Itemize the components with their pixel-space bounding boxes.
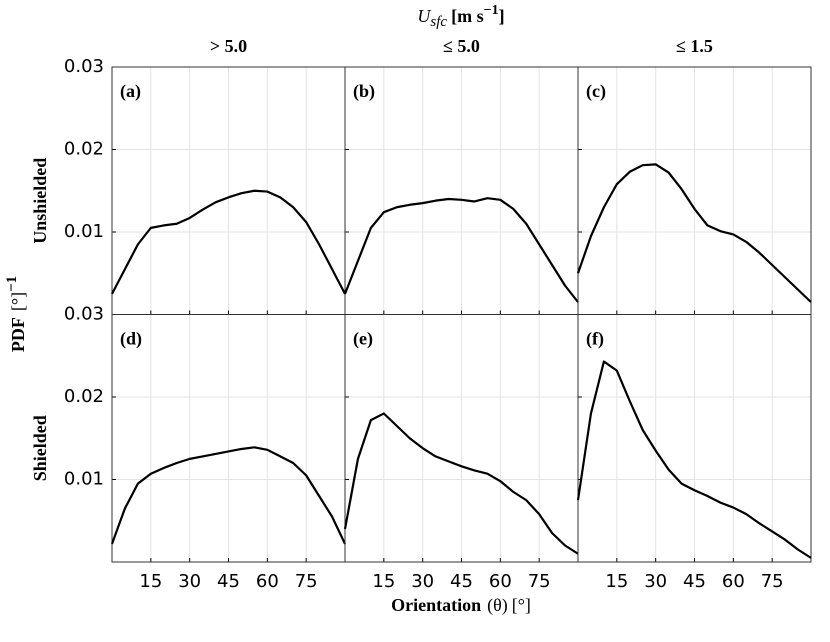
column-title: > 5.0 [210, 36, 247, 56]
x-tick-label: 45 [217, 571, 240, 592]
ylabel-exponent: −1 [4, 276, 20, 292]
close: ] [499, 6, 505, 26]
super-title: Usfc [m s−1] [417, 3, 504, 30]
x-tick-label: 15 [372, 571, 395, 592]
xlabel-name: Orientation [391, 595, 481, 615]
column-title: ≤ 1.5 [676, 36, 713, 56]
panel-frame [577, 314, 812, 563]
y-tick-label: 0.02 [64, 386, 104, 407]
panel-label: (a) [120, 81, 141, 102]
y-tick-label: 0.03 [64, 56, 104, 77]
exponent: −1 [484, 3, 499, 18]
unit: [m s [451, 6, 484, 26]
symbol: U [417, 6, 431, 26]
column-title: ≤ 5.0 [443, 36, 480, 56]
panel-label: (c) [586, 81, 606, 102]
x-tick-label: 45 [683, 571, 706, 592]
xlabel-symbol: (θ) [487, 595, 508, 616]
x-tick-label: 30 [644, 571, 667, 592]
y-axis-label: PDF [°]−1 [4, 276, 28, 352]
y-tick-label: 0.03 [64, 304, 104, 325]
pdf-curve [576, 360, 812, 559]
y-tick-label: 0.01 [64, 469, 104, 490]
ylabel-unit: [°] [8, 292, 28, 311]
x-tick-label: 60 [489, 571, 512, 592]
subscript: sfc [430, 14, 447, 30]
x-tick-label: 45 [450, 571, 473, 592]
pdf-curve [576, 163, 812, 303]
x-tick-label: 15 [139, 571, 162, 592]
panel-label: (e) [353, 329, 373, 350]
panel-label: (d) [120, 329, 142, 350]
x-tick-label: 75 [295, 571, 318, 592]
pdf-curve [343, 197, 579, 303]
panel-label: (f) [586, 329, 604, 350]
x-tick-label: 75 [528, 571, 551, 592]
row-label: Unshielded [30, 158, 50, 244]
x-tick-label: 30 [178, 571, 201, 592]
x-tick-label: 60 [722, 571, 745, 592]
xlabel-unit: [°] [512, 595, 531, 615]
ylabel-name: PDF [8, 317, 28, 352]
panel-label: (b) [353, 81, 375, 102]
x-axis-label: Orientation (θ) [°] [391, 595, 531, 616]
pdf-curve [110, 446, 346, 545]
pdf-curve [343, 412, 579, 555]
row-label: Shielded [30, 415, 50, 481]
x-tick-label: 30 [411, 571, 434, 592]
y-tick-label: 0.02 [64, 139, 104, 160]
x-tick-label: 60 [256, 571, 279, 592]
y-tick-label: 0.01 [64, 221, 104, 242]
x-tick-label: 75 [761, 571, 784, 592]
x-tick-label: 15 [605, 571, 628, 592]
pdf-curve [111, 189, 346, 295]
